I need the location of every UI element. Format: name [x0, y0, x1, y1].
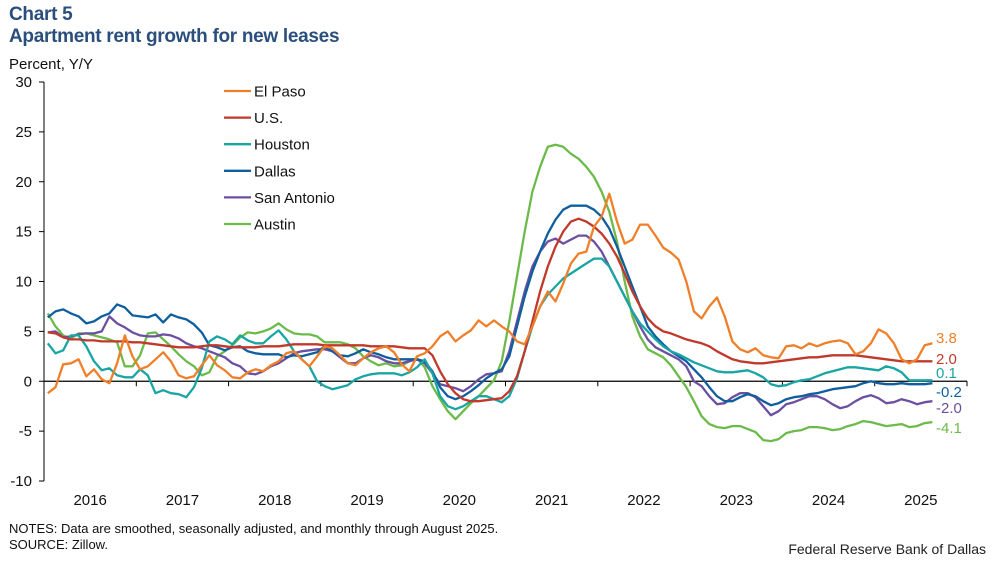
y-tick-label: -5	[19, 423, 32, 440]
end-label: 2.0	[936, 351, 957, 368]
x-tick-label: 2020	[443, 492, 476, 509]
y-tick-label: 10	[15, 274, 32, 291]
end-labels: 3.8 2.00.1 -0.2-2.0 -4.1	[936, 330, 962, 437]
x-axis: 2016 2017 2018 2019 2020 2021 2022 2023 2024 2025	[43, 380, 968, 509]
chart-source: SOURCE: Zillow.	[9, 537, 108, 552]
legend-label: El Paso	[254, 84, 306, 101]
x-tick-label: 2018	[258, 492, 291, 509]
y-tick-label: 30	[15, 74, 32, 91]
series-line-el-paso	[47, 192, 933, 395]
y-tick-label: 15	[15, 224, 32, 241]
chart-notes: NOTES: Data are smoothed, seasonally adj…	[9, 521, 499, 536]
x-tick-label: 2019	[350, 492, 383, 509]
chart-title: Apartment rent growth for new leases	[9, 26, 340, 47]
legend-label: San Antonio	[254, 190, 335, 207]
legend-item: Austin	[224, 217, 296, 234]
y-tick-label: -10	[10, 473, 32, 490]
end-label: -4.1	[936, 420, 962, 437]
end-label: 0.1	[936, 365, 957, 382]
legend-label: Houston	[254, 137, 310, 154]
legend-item: Dallas	[224, 163, 296, 180]
series-line-u-s	[47, 217, 933, 403]
series-line-dallas	[47, 204, 933, 407]
x-tick-label: 2016	[73, 492, 106, 509]
x-tick-label: 2021	[535, 492, 568, 509]
series-line-austin	[46, 143, 933, 443]
chart-number: Chart 5	[9, 4, 73, 25]
x-tick-label: 2025	[904, 492, 937, 509]
legend-label: Austin	[254, 217, 296, 234]
series-line-houston	[46, 257, 933, 411]
legend-label: Dallas	[254, 163, 296, 180]
series-layer	[46, 143, 933, 443]
legend-item: Houston	[224, 137, 310, 154]
legend: El Paso U.S. Houston Dallas San Antonio Austi…	[224, 84, 335, 234]
y-tick-label: 20	[15, 174, 32, 191]
legend-item: El Paso	[224, 84, 306, 101]
y-tick-label: 25	[15, 124, 32, 141]
chart-credit: Federal Reserve Bank of Dallas	[788, 541, 986, 557]
y-tick-label: 5	[24, 323, 32, 340]
end-label: -0.2	[936, 384, 962, 401]
end-label: -2.0	[936, 400, 962, 417]
y-axis: 30 25 20 15 10 5 0 -5 -10	[10, 74, 45, 490]
legend-item: San Antonio	[224, 190, 335, 207]
x-tick-label: 2024	[812, 492, 845, 509]
x-tick-label: 2023	[720, 492, 753, 509]
x-tick-label: 2017	[166, 492, 199, 509]
legend-item: U.S.	[224, 110, 283, 127]
x-tick-label: 2022	[627, 492, 660, 509]
end-label: 3.8	[936, 330, 957, 347]
legend-label: U.S.	[254, 110, 283, 127]
y-axis-label: Percent, Y/Y	[9, 56, 93, 73]
series-line-san-antonio	[47, 234, 933, 417]
y-tick-label: 0	[24, 373, 32, 390]
